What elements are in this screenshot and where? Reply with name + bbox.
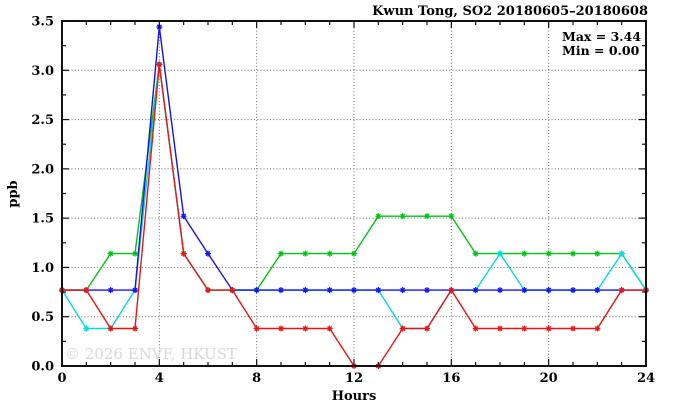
y-tick-label: 0.0 — [31, 360, 54, 375]
x-axis-label: Hours — [332, 389, 377, 404]
x-tick-label: 20 — [540, 371, 558, 386]
watermark-text: © 2026 ENVF, HKUST — [65, 345, 237, 363]
max-stat-label: Max = 3.44 — [562, 29, 641, 44]
axes-frame — [61, 20, 647, 367]
y-axis-label: ppb — [6, 180, 21, 207]
y-tick-label: 3.0 — [31, 64, 54, 79]
y-tick-label: 3.5 — [31, 15, 54, 30]
y-tick-label: 1.5 — [31, 212, 54, 227]
x-tick-label: 4 — [155, 371, 164, 386]
x-tick-label: 24 — [637, 371, 655, 386]
x-tick-label: 0 — [57, 371, 66, 386]
min-stat-label: Min = 0.00 — [562, 43, 640, 58]
x-tick-label: 16 — [442, 371, 460, 386]
y-tick-label: 2.0 — [31, 162, 54, 177]
x-tick-label: 12 — [345, 371, 363, 386]
y-tick-label: 1.0 — [31, 261, 54, 276]
series-red-line — [62, 64, 646, 367]
y-tick-label: 0.5 — [31, 310, 54, 325]
tick-labels: 0.0 0.5 1.0 1.5 2.0 2.5 3.0 3.5 0 4 8 12 16 20 24 — [31, 15, 655, 387]
chart-title: Kwun Tong, SO2 20180605–20180608 — [372, 4, 648, 19]
grid-lines — [62, 21, 646, 366]
y-tick-label: 2.5 — [31, 113, 54, 128]
x-tick-label: 8 — [252, 371, 261, 386]
